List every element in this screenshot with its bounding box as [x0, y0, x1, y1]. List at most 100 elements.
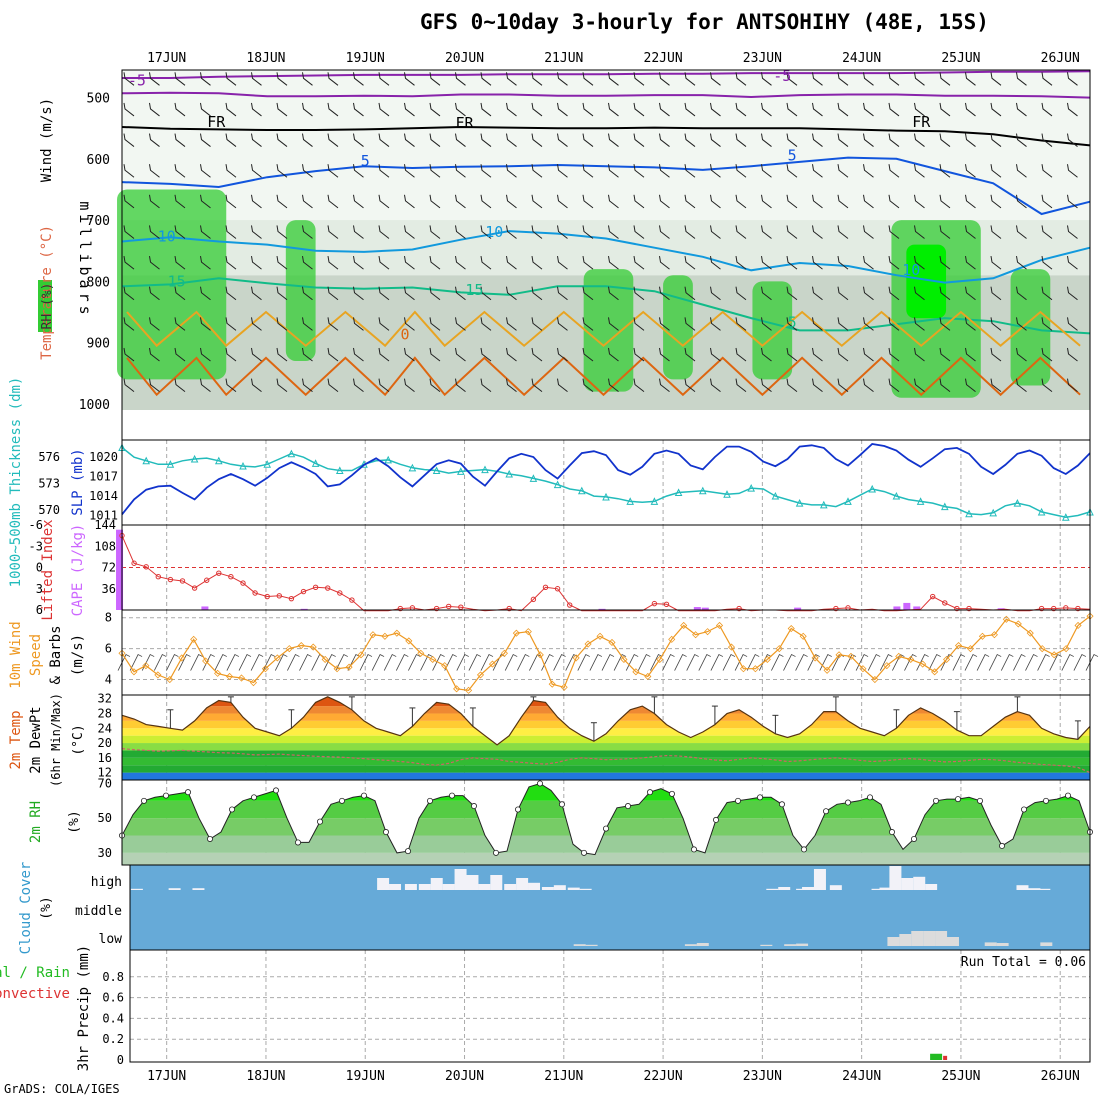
cloud-low-bar [935, 931, 948, 946]
surface-wind-barb [734, 654, 748, 671]
wind10m-label-3: & Barbs [48, 625, 64, 684]
wind-barb [990, 347, 1002, 362]
wind-barb [302, 347, 313, 362]
wind-barb [455, 72, 466, 86]
surface-wind-barb [904, 654, 917, 671]
wind-barb [429, 133, 441, 147]
surface-wind-barb [1049, 654, 1062, 671]
wind-barb [837, 286, 849, 301]
wind-barb [735, 317, 747, 331]
wind-barb [735, 194, 747, 209]
thickness-point [553, 480, 562, 489]
wind-barb [1041, 72, 1053, 86]
wind-speed-point [321, 655, 329, 664]
thickness-point [505, 469, 514, 478]
wind-speed-point [393, 629, 401, 637]
lifted-index-point [530, 596, 537, 603]
temp-label-3: (6hr Min/Max) [49, 693, 63, 787]
thickness-point [408, 463, 417, 472]
wind-barb [378, 317, 390, 331]
wind-barb [812, 133, 823, 147]
rh-point [360, 792, 367, 799]
lifted-index-point [312, 584, 319, 591]
wind10m-unit: (m/s) [70, 634, 86, 676]
wind-speed-point [548, 680, 556, 688]
cape-bar [903, 602, 911, 610]
wind-barb [990, 286, 1002, 301]
wind-barb [710, 194, 721, 209]
wind-barb [863, 317, 874, 331]
date-label-bottom: 25JUN [941, 1069, 980, 1084]
rh-point [470, 803, 477, 810]
contour-label: FR [207, 113, 226, 131]
rh-point [1021, 806, 1028, 813]
temp-unit: (°C) [71, 724, 86, 755]
surface-wind-barb [202, 654, 215, 671]
wind-barb [812, 194, 823, 209]
wind-barb [174, 72, 186, 86]
wind-barb [786, 347, 798, 362]
wind-barb [582, 225, 594, 239]
wind-barb [659, 347, 670, 362]
wind-barb [837, 164, 849, 178]
thickness-point [916, 497, 925, 505]
cloud-high-bar [466, 875, 479, 890]
wind-barb [276, 102, 288, 117]
surface-wind-barb [178, 654, 191, 671]
pressure-tick: 800 [87, 275, 110, 290]
wind-barb [149, 286, 160, 301]
wind-barb [608, 347, 619, 362]
wind-barb [200, 378, 211, 393]
lifted-index-point [930, 593, 936, 600]
wind-barb [761, 194, 772, 209]
wind-barb [302, 102, 313, 117]
wind-barb [761, 102, 772, 117]
wind-barb [200, 133, 211, 147]
wind-barb [276, 286, 288, 301]
wind-barb [123, 133, 135, 147]
surface-wind-barb [771, 654, 784, 671]
wind-barb [404, 317, 415, 331]
surface-wind-barb [746, 654, 760, 671]
wind-barb [812, 256, 823, 270]
wind-barb [149, 256, 160, 270]
wind-barb [735, 102, 747, 117]
cloud-high-bar [553, 885, 566, 890]
wind-barb [455, 378, 466, 393]
cloud-high-bar [490, 875, 503, 890]
wind-barb [251, 317, 262, 331]
wind-tick: 4 [105, 673, 112, 687]
date-label-top: 26JUN [1041, 51, 1080, 66]
cloud-high-bar [579, 888, 592, 890]
surface-wind-barb [371, 654, 385, 671]
cloud-level-label: high [91, 875, 122, 890]
rh-point [316, 818, 323, 825]
wind-barb [123, 378, 135, 393]
wind-barb [149, 378, 160, 393]
thickness-point [577, 486, 586, 495]
wind-barb [276, 347, 288, 362]
slp-axis-label: SLP (mb) [70, 448, 86, 515]
wind-barb [939, 133, 951, 147]
cape-bar [116, 529, 124, 610]
wind-barb [302, 286, 313, 301]
cloud-high-bar [889, 866, 902, 890]
surface-wind-barb [613, 654, 627, 671]
lifted-index-point [204, 577, 210, 583]
cloud-axis-label: Cloud Cover [18, 862, 34, 955]
isotherm-line [121, 230, 1091, 284]
wind-barb [914, 164, 925, 178]
rh-point [382, 829, 389, 836]
wind-barb [812, 72, 823, 86]
thickness-axis-label: 1000~500mb Thickness (dm) [8, 377, 24, 588]
precip-legend-total: Total / Rain [0, 965, 70, 981]
wind-barb [786, 133, 798, 147]
cloud-high-bar [418, 884, 431, 890]
rh-point [250, 794, 257, 801]
rh-band [122, 783, 1090, 801]
wind-barb [939, 225, 951, 239]
wind-barb [378, 133, 390, 147]
cloud-high-bar [925, 884, 938, 890]
rh-point [404, 848, 411, 855]
wind-speed-point [273, 654, 281, 662]
